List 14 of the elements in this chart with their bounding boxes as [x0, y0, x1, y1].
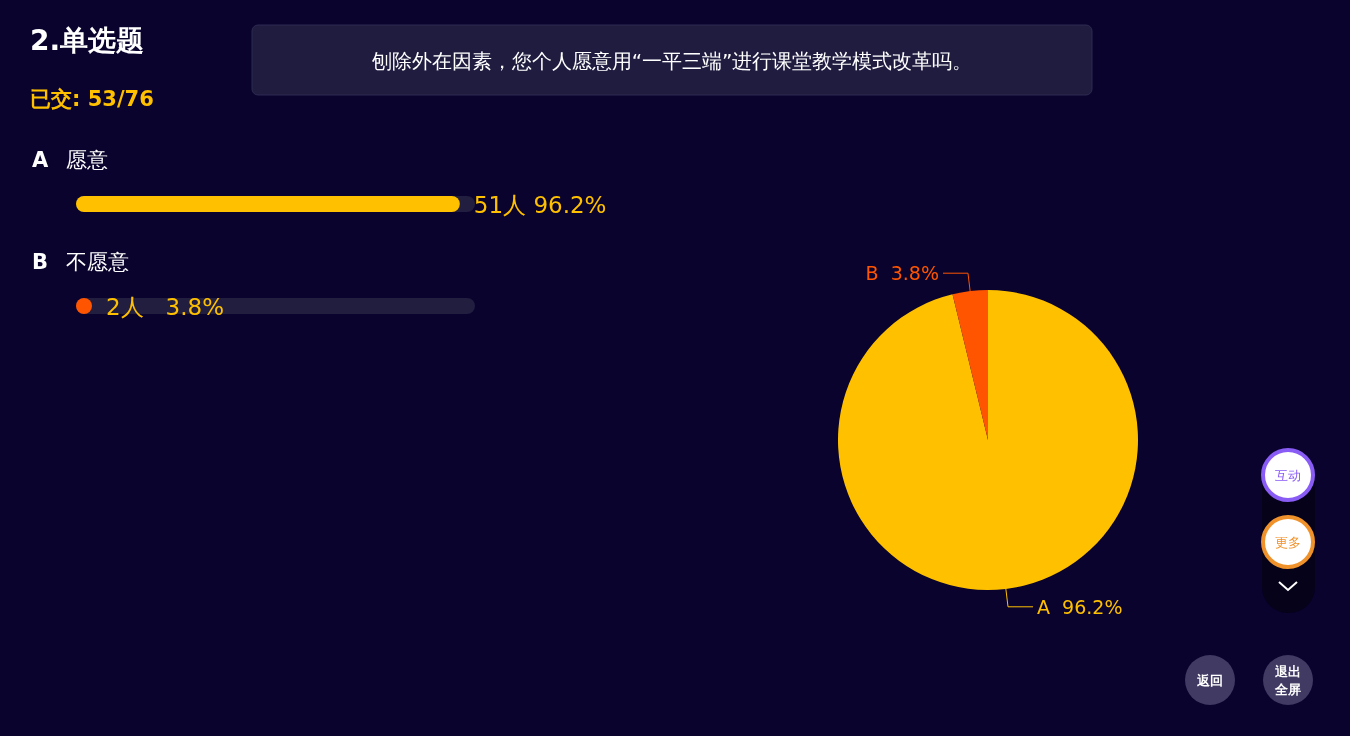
- data-label: 2人 3.8%: [106, 294, 224, 320]
- text: 返回: [1196, 673, 1223, 688]
- y-tick-label: B 不愿意: [32, 250, 129, 274]
- data-label: 51人 96.2%: [473, 192, 607, 218]
- slice-label: B 3.8%: [865, 262, 939, 285]
- text: 互动: [1275, 468, 1301, 483]
- text: 全屏: [1274, 682, 1301, 697]
- text: 退出: [1274, 664, 1301, 679]
- text: 更多: [1275, 535, 1301, 550]
- chart-subtitle: 已交: 53/76: [30, 87, 154, 111]
- y-tick-label: A 愿意: [32, 148, 108, 172]
- text: 刨除外在因素，您个人愿意用“一平三端”进行课堂教学模式改革吗。: [370, 49, 973, 73]
- slice-label: A 96.2%: [1037, 595, 1123, 618]
- chart-title: 2.单选题: [30, 24, 145, 57]
